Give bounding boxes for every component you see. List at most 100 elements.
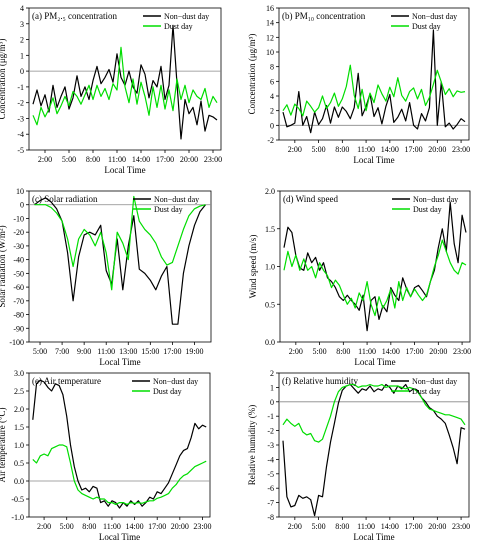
y-tick-label: 10 xyxy=(16,187,24,196)
y-tick-label: -40 xyxy=(13,256,24,265)
y-tick-label: -4 xyxy=(17,130,24,139)
y-tick-label: 4 xyxy=(20,4,24,13)
chart-title: (d) Wind speed xyxy=(283,194,338,204)
x-tick-label: 8:00 xyxy=(335,522,349,531)
x-tick-label: 2:00 xyxy=(288,145,302,154)
y-tick-label: -100 xyxy=(9,338,24,347)
y-axis-label: Wind speed (m/s) xyxy=(248,235,258,299)
series-non-dust-line xyxy=(32,379,207,509)
x-tick-label: 11:00 xyxy=(358,347,376,356)
x-tick-label: 17:00 xyxy=(156,155,174,164)
plot-frame xyxy=(28,372,211,518)
x-axis-label: Local Time xyxy=(99,532,140,542)
y-axis-label: Solar radiation (W/m²) xyxy=(0,225,7,307)
x-tick-label: 5:00 xyxy=(311,145,325,154)
y-tick-label: 0.5 xyxy=(265,300,275,309)
plot-frame xyxy=(278,7,470,141)
y-tick-label: 1.5 xyxy=(265,225,275,234)
legend-label: Dust day xyxy=(154,205,183,214)
x-tick-label: 14:00 xyxy=(132,155,150,164)
chart-panel: -1.0 -0.5 0.0 0.5 1.0 1.5 2.0 2.5 3.0 2:00 5:00 8:0… xyxy=(0,369,212,542)
y-tick-label: -3 xyxy=(17,114,24,123)
y-tick-label: 2.0 xyxy=(265,187,275,196)
y-tick-label: -6 xyxy=(267,484,274,493)
y-tick-label: 1.0 xyxy=(265,263,275,272)
x-tick-label: 8:00 xyxy=(82,522,96,531)
y-tick-label: -10 xyxy=(13,214,24,223)
legend-label: Non−dust day xyxy=(412,377,457,386)
x-tick-label: 14:00 xyxy=(381,522,399,531)
series-non-dust-line xyxy=(282,383,466,517)
y-tick-label: 2 xyxy=(20,36,24,45)
y-tick-label: 0.0 xyxy=(265,338,275,347)
plot-frame xyxy=(28,7,222,151)
x-tick-label: 20:00 xyxy=(180,155,198,164)
y-tick-label: -0.5 xyxy=(11,495,24,504)
y-tick-label: -30 xyxy=(13,242,24,251)
x-tick-label: 11:00 xyxy=(108,155,126,164)
chart-panel: -5 -4 -3 -2 -1 0 1 2 3 4 2:00 5:00 8:00 11:00 14:00 17:… xyxy=(0,4,222,175)
y-tick-label: -80 xyxy=(13,311,24,320)
x-tick-label: 5:00 xyxy=(311,522,325,531)
x-axis-label: Local Time xyxy=(353,155,394,165)
x-tick-label: 14:00 xyxy=(382,347,400,356)
x-tick-label: 15:00 xyxy=(141,347,159,356)
x-tick-label: 5:00 xyxy=(33,347,47,356)
x-tick-label: 11:00 xyxy=(357,522,375,531)
chart-title: (f) Relative humidity xyxy=(282,376,358,386)
y-tick-label: 8 xyxy=(270,63,274,72)
y-tick-label: -2 xyxy=(17,99,24,108)
series-dust-line xyxy=(32,444,207,505)
y-tick-label: 0 xyxy=(270,398,274,407)
x-tick-label: 23:00 xyxy=(452,522,470,531)
x-tick-label: 17:00 xyxy=(404,522,422,531)
series-dust-line xyxy=(282,64,466,117)
y-tick-label: 0.5 xyxy=(14,459,24,468)
legend-label: Non−dust day xyxy=(154,195,199,204)
y-tick-label: 0 xyxy=(20,67,24,76)
legend-label: Non−dust day xyxy=(412,12,457,21)
y-tick-label: 2 xyxy=(270,107,274,116)
x-tick-label: 9:00 xyxy=(77,347,91,356)
y-tick-label: -5 xyxy=(17,146,24,155)
y-tick-label: -2 xyxy=(267,136,274,145)
y-tick-label: 12 xyxy=(266,33,274,42)
x-tick-label: 5:00 xyxy=(60,522,74,531)
x-tick-label: 8:00 xyxy=(335,145,349,154)
y-tick-label: -50 xyxy=(13,269,24,278)
y-tick-label: 6 xyxy=(270,77,274,86)
y-tick-label: -60 xyxy=(13,283,24,292)
series-non-dust-line xyxy=(282,29,466,134)
y-tick-label: 1.5 xyxy=(14,423,24,432)
x-tick-label: 14:00 xyxy=(381,145,399,154)
legend-label: Non−dust day xyxy=(413,195,458,204)
chart-title: (c) Solar radiation xyxy=(32,194,98,204)
y-tick-label: 2.0 xyxy=(14,405,24,414)
x-tick-label: 17:00 xyxy=(148,522,166,531)
x-tick-label: 8:00 xyxy=(336,347,350,356)
y-tick-label: -90 xyxy=(13,324,24,333)
series-dust-line xyxy=(282,383,466,443)
y-tick-label: -70 xyxy=(13,297,24,306)
x-tick-label: 7:00 xyxy=(55,347,69,356)
y-tick-label: 14 xyxy=(266,19,274,28)
y-tick-label: -4 xyxy=(267,455,274,464)
x-tick-label: 5:00 xyxy=(62,155,76,164)
legend-label: Dust day xyxy=(413,205,442,214)
y-tick-label: 3.0 xyxy=(14,369,24,378)
legend-label: Non−dust day xyxy=(164,12,209,21)
legend-label: Non−dust day xyxy=(153,377,198,386)
x-tick-label: 2:00 xyxy=(289,347,303,356)
x-tick-label: 2:00 xyxy=(288,522,302,531)
chart-title: (a) PM₂.₅ concentration xyxy=(32,11,117,21)
y-tick-label: -1 xyxy=(17,83,24,92)
x-tick-label: 17:00 xyxy=(405,347,423,356)
y-tick-label: 1.0 xyxy=(14,441,24,450)
chart-title: (e) Air temperature xyxy=(32,376,101,386)
y-axis-label: Air temperature (°C) xyxy=(0,407,7,482)
x-tick-label: 8:00 xyxy=(86,155,100,164)
x-tick-label: 20:00 xyxy=(171,522,189,531)
x-tick-label: 23:00 xyxy=(193,522,211,531)
